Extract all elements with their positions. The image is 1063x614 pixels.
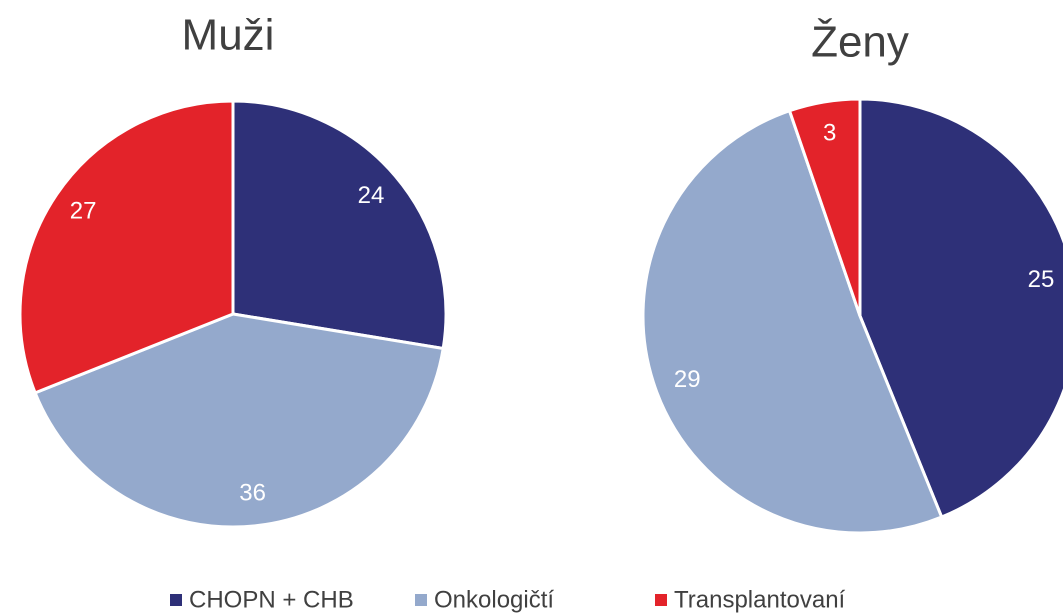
data-label: 24 [358, 182, 385, 209]
legend-label: Onkologičtí [434, 586, 554, 613]
pie-title: Muži [182, 11, 275, 60]
data-label: 25 [1028, 266, 1055, 293]
legend-label: CHOPN + CHB [189, 586, 354, 613]
data-label: 27 [70, 198, 97, 225]
pie-slice [18, 99, 235, 395]
data-label: 3 [823, 119, 836, 146]
legend-label: Transplantovaní [674, 586, 846, 613]
legend-swatch [170, 594, 182, 606]
legend-swatch [415, 594, 427, 606]
pie-slice [641, 108, 944, 535]
pie-slice [858, 97, 1063, 520]
data-label: 36 [239, 479, 266, 506]
data-label: 29 [674, 366, 701, 393]
legend-swatch [655, 594, 667, 606]
pie-title: Ženy [811, 18, 909, 67]
pie-slice [33, 312, 445, 529]
pie-slice [231, 99, 448, 351]
pie-slice [787, 97, 862, 317]
